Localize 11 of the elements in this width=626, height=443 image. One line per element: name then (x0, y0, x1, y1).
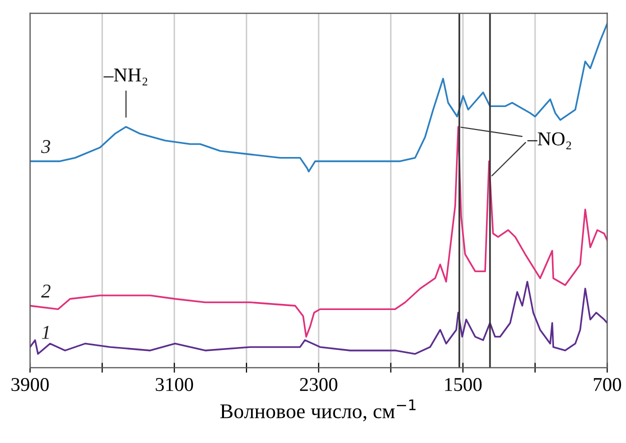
x-axis-title: Волновое число, см$^{−1}$ (220, 400, 416, 422)
x-tick-label: 3100 (156, 378, 194, 392)
annotation: –NO₂ (527, 132, 572, 150)
series-label: 1 (42, 326, 49, 339)
x-tick-label: 2300 (300, 378, 338, 392)
annotation: –NH₂ (104, 68, 148, 86)
x-tick-label: 700 (594, 378, 622, 392)
series-label: 3 (41, 140, 50, 154)
series-label: 2 (41, 284, 50, 298)
x-tick-label: 1500 (445, 378, 482, 392)
x-tick-label: 3900 (12, 378, 49, 392)
